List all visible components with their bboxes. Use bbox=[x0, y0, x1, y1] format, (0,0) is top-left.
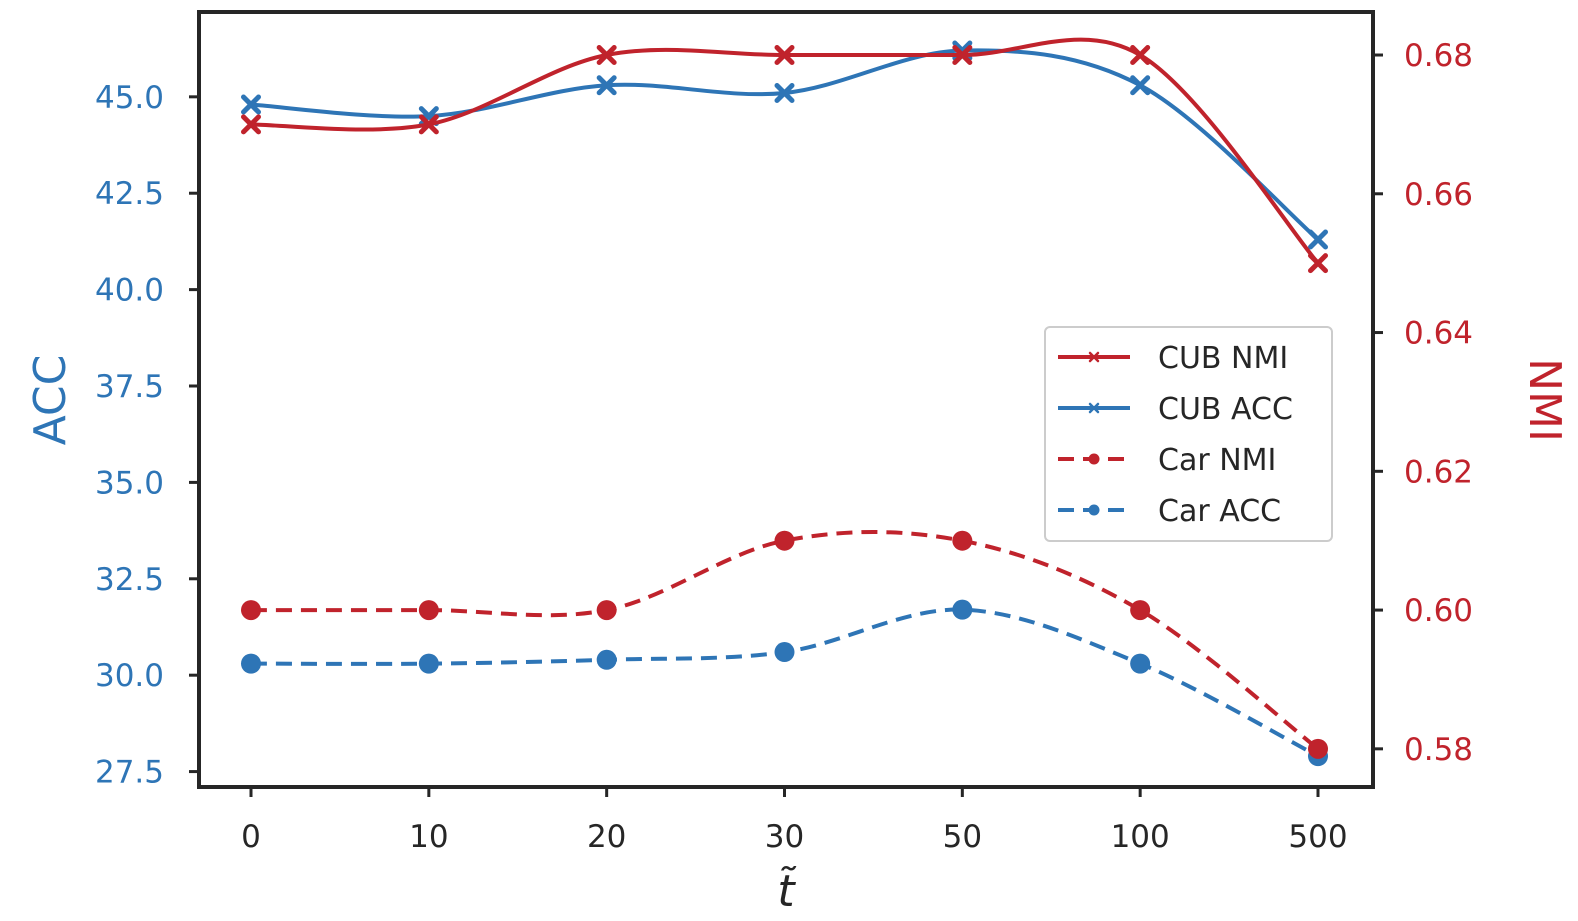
point-cub-nmi-marker bbox=[774, 45, 795, 66]
left-tick-label: 45.0 bbox=[95, 80, 164, 116]
legend-car-nmi-marker bbox=[1088, 453, 1100, 465]
point-car-nmi-marker bbox=[774, 530, 795, 551]
point-cub-nmi-marker bbox=[241, 114, 261, 135]
right-tick-label: 0.64 bbox=[1404, 316, 1473, 352]
legend-item-car-acc: Car ACC bbox=[1058, 494, 1281, 529]
point-car-nmi-marker bbox=[418, 600, 439, 621]
point-car-acc-marker bbox=[418, 653, 439, 674]
left-tick-label: 40.0 bbox=[95, 273, 164, 309]
legend-box bbox=[1044, 326, 1333, 542]
series-line-cub-nmi bbox=[250, 37, 1320, 265]
point-cub-nmi-marker bbox=[596, 45, 617, 66]
legend-item-cub-nmi: CUB NMI bbox=[1058, 341, 1288, 376]
point-cub-nmi-marker bbox=[952, 45, 973, 66]
series-car-nmi bbox=[241, 530, 1328, 759]
legend-car-acc-marker bbox=[1088, 504, 1100, 516]
point-car-nmi-marker bbox=[1308, 738, 1328, 759]
legend-label: Car NMI bbox=[1158, 443, 1276, 478]
left-axis-ticks: 27.5 30.0 32.5 35.0 37.5 40.0 42.5 45.0 bbox=[95, 80, 199, 791]
legend-entries: CUB NMI CUB ACC Car NMI Car ACC bbox=[1058, 341, 1293, 529]
right-tick-label: 0.60 bbox=[1404, 593, 1473, 629]
point-car-acc-marker bbox=[241, 653, 261, 674]
point-cub-nmi-marker bbox=[1130, 45, 1151, 66]
x-tick-label: 30 bbox=[765, 819, 804, 855]
point-car-acc-marker bbox=[596, 649, 617, 670]
left-tick-label: 42.5 bbox=[95, 176, 164, 212]
legend-label: CUB ACC bbox=[1158, 392, 1293, 427]
left-tick-label: 35.0 bbox=[95, 465, 164, 501]
series-line-cub-acc bbox=[250, 48, 1320, 241]
x-axis-ticks: 0 10 20 30 50 100 500 bbox=[241, 787, 1348, 855]
y-axis-right-title: NMI bbox=[1519, 358, 1570, 442]
point-car-nmi-marker bbox=[952, 530, 973, 551]
series-line-car-acc bbox=[250, 607, 1319, 758]
point-car-acc-marker bbox=[1130, 653, 1151, 674]
point-car-nmi-marker bbox=[1130, 600, 1151, 621]
x-tick-label: 50 bbox=[943, 819, 982, 855]
right-tick-label: 0.62 bbox=[1404, 454, 1473, 490]
point-cub-acc-marker bbox=[596, 75, 617, 96]
x-tick-label: 10 bbox=[409, 819, 448, 855]
point-car-nmi-marker bbox=[241, 600, 261, 621]
point-cub-nmi-marker bbox=[418, 114, 439, 135]
y-axis-left-title: ACC bbox=[25, 355, 76, 446]
left-tick-label: 30.0 bbox=[95, 658, 164, 694]
legend-label: Car ACC bbox=[1158, 494, 1281, 529]
point-cub-acc-marker bbox=[241, 94, 261, 115]
point-car-acc-marker bbox=[952, 599, 973, 620]
right-axis-ticks: 0.58 0.60 0.62 0.64 0.66 0.68 bbox=[1373, 38, 1473, 768]
series-cub-nmi bbox=[241, 37, 1328, 274]
right-tick-label: 0.58 bbox=[1404, 732, 1473, 768]
legend-cub-nmi-marker bbox=[1088, 351, 1100, 363]
x-tick-label: 100 bbox=[1111, 819, 1170, 855]
x-tick-label: 0 bbox=[241, 819, 261, 855]
point-cub-acc-marker bbox=[774, 82, 795, 103]
right-tick-label: 0.68 bbox=[1404, 38, 1473, 74]
x-axis-title: t̃ bbox=[777, 864, 797, 917]
x-tick-label: 20 bbox=[587, 819, 626, 855]
point-car-nmi-marker bbox=[596, 600, 617, 621]
left-tick-label: 27.5 bbox=[95, 755, 164, 791]
left-tick-label: 37.5 bbox=[95, 369, 164, 405]
right-tick-label: 0.66 bbox=[1404, 177, 1473, 213]
point-cub-nmi-marker bbox=[1308, 253, 1328, 274]
series-layer bbox=[241, 37, 1328, 767]
legend-item-cub-acc: CUB ACC bbox=[1058, 392, 1293, 427]
legend: CUB NMI CUB ACC Car NMI Car ACC bbox=[1044, 326, 1333, 542]
point-car-acc-marker bbox=[774, 642, 795, 663]
point-cub-acc-marker bbox=[1130, 75, 1151, 96]
legend-cub-acc-marker bbox=[1088, 402, 1100, 414]
legend-label: CUB NMI bbox=[1158, 341, 1288, 376]
left-tick-label: 32.5 bbox=[95, 562, 164, 598]
series-line-car-nmi bbox=[250, 530, 1320, 751]
legend-item-car-nmi: Car NMI bbox=[1058, 443, 1276, 478]
point-cub-acc-marker bbox=[1308, 229, 1328, 250]
series-car-acc bbox=[241, 599, 1328, 767]
x-tick-label: 500 bbox=[1288, 819, 1347, 855]
